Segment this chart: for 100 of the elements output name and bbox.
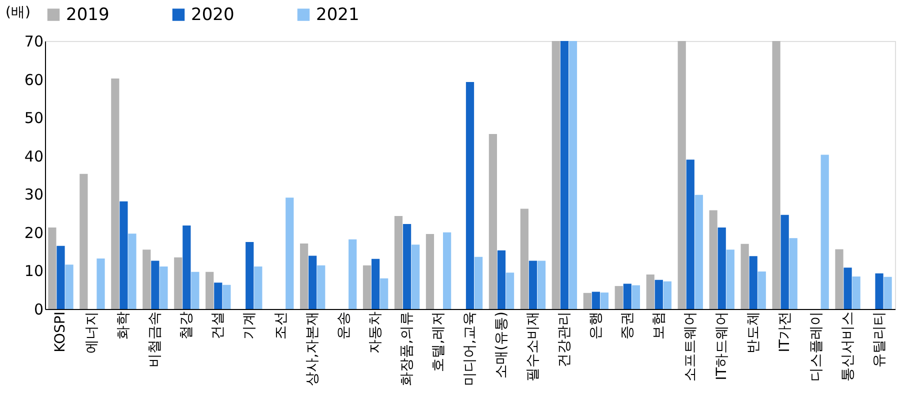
bar (128, 234, 136, 309)
bar (789, 238, 798, 309)
x-tick-label: 조선 (273, 312, 290, 340)
x-tick-label: 상사,자본재 (304, 312, 321, 386)
bar (528, 260, 538, 309)
x-tick-label: 철강 (178, 312, 195, 340)
bar (362, 265, 372, 309)
bar (402, 224, 412, 309)
x-tick-label: 소매(유통) (493, 312, 510, 378)
x-tick-label: 건강관리 (556, 312, 572, 368)
bar (96, 258, 105, 309)
bar (65, 264, 74, 309)
bar (348, 239, 357, 309)
bar (151, 260, 160, 309)
y-tick-label: 60 (24, 70, 44, 89)
bar (646, 274, 654, 309)
bar (160, 266, 168, 309)
bar (412, 244, 420, 309)
y-tick-label: 20 (24, 224, 44, 242)
bar (182, 226, 191, 309)
x-tick-label: 화학 (116, 312, 132, 340)
bar (56, 246, 65, 309)
bar (820, 154, 829, 309)
bar (214, 282, 222, 309)
bar (308, 256, 317, 309)
x-tick-label: 소프트웨어 (682, 312, 698, 382)
bar (560, 41, 568, 309)
x-tick-label: 유틸리티 (871, 312, 888, 368)
x-tick-label: 보험 (650, 312, 667, 340)
bar (174, 257, 182, 309)
x-tick-label: 은행 (588, 312, 604, 340)
y-tick-label: 10 (24, 262, 44, 280)
x-tick-label: 운송 (336, 312, 352, 340)
bar (497, 250, 506, 309)
y-tick-label: 50 (24, 109, 44, 128)
bar (142, 250, 151, 309)
x-tick-label: 비철금속 (147, 312, 164, 368)
bar (80, 174, 88, 309)
x-tick-label: 미디어,교육 (462, 312, 478, 386)
bar (663, 281, 672, 309)
x-tick-label: 화장품,의류 (399, 312, 416, 386)
y-tick-label: 70 (24, 32, 44, 50)
bar (875, 273, 884, 309)
y-tick-label: 0 (34, 300, 44, 318)
bar (520, 208, 528, 309)
bar (694, 194, 703, 309)
bar (718, 227, 726, 309)
legend-label: 2020 (191, 4, 234, 25)
bar (372, 258, 380, 309)
bar (206, 272, 214, 309)
y-tick-label: 40 (24, 147, 44, 166)
x-tick-label: 건설 (210, 312, 226, 340)
bar (835, 249, 844, 309)
bar (246, 242, 254, 309)
x-tick-label: 에너지 (84, 312, 100, 354)
x-tick-label: 증권 (619, 312, 636, 340)
bar (686, 160, 694, 309)
bar (600, 292, 609, 309)
bar (286, 198, 294, 309)
bar (48, 227, 56, 309)
bar (426, 234, 434, 309)
bar (443, 232, 452, 309)
bar (317, 265, 326, 309)
bar (394, 216, 403, 309)
bar (506, 272, 514, 309)
bar (623, 284, 632, 309)
x-tick-label: 자동차 (368, 312, 384, 354)
bar (758, 271, 766, 309)
bar (474, 256, 483, 309)
x-tick-label: IT가전 (776, 312, 793, 352)
bar (568, 41, 578, 309)
bar (780, 214, 789, 309)
bar (222, 284, 231, 309)
x-tick-label: 통신서비스 (840, 312, 856, 382)
bar (300, 244, 308, 309)
bar (749, 256, 758, 309)
bar (654, 280, 663, 309)
bar (552, 41, 560, 309)
bar (852, 276, 860, 309)
bar (466, 82, 474, 309)
bar (537, 260, 546, 309)
x-tick-label: 기계 (242, 312, 258, 340)
bar (678, 41, 686, 309)
x-tick-label: KOSPI (52, 312, 69, 352)
bar (583, 292, 592, 309)
x-tick-label: 호텔,레저 (430, 312, 447, 372)
x-tick-label: 반도체 (745, 312, 762, 354)
bar (740, 244, 749, 309)
bar (120, 201, 128, 309)
bar (844, 268, 852, 309)
y-tick-label: 30 (24, 186, 44, 204)
bar (884, 276, 892, 309)
x-tick-label: 디스플레이 (808, 312, 824, 382)
x-tick-label: IT하드웨어 (714, 312, 730, 380)
bar (488, 134, 497, 309)
y-axis-title: (배) (6, 4, 30, 20)
bar (632, 285, 640, 309)
bar (254, 266, 262, 309)
bar (772, 41, 780, 309)
legend-label: 2021 (316, 4, 360, 25)
